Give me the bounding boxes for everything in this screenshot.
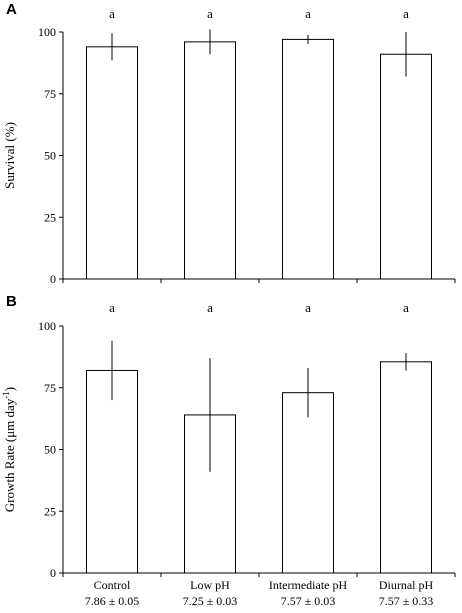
bar <box>380 53 432 280</box>
bar <box>282 392 334 574</box>
x-tick-sublabel: 7.57 ± 0.33 <box>379 594 434 608</box>
x-tick-sublabel: 7.86 ± 0.05 <box>85 594 140 608</box>
x-tick-sublabel: 7.25 ± 0.03 <box>183 594 238 608</box>
significance-label: a <box>305 300 311 315</box>
panel-label: B <box>6 293 17 310</box>
panel-label: A <box>6 1 17 18</box>
x-tick-sublabel: 7.57 ± 0.03 <box>281 594 336 608</box>
significance-label: a <box>207 6 213 21</box>
significance-label: a <box>403 6 409 21</box>
y-tick-label: 25 <box>44 210 56 224</box>
bar <box>184 41 236 280</box>
significance-label: a <box>305 6 311 21</box>
y-tick-label: 50 <box>44 149 56 163</box>
x-tick-label: Intermediate pH <box>269 578 348 592</box>
y-tick-label: 50 <box>44 443 56 457</box>
chart-panel-a: A 0 25 50 75 100 Survival (%) a a a a <box>2 1 456 286</box>
y-tick-label: 0 <box>50 566 56 580</box>
y-tick-label: 25 <box>44 504 56 518</box>
x-tick-label: Diurnal pH <box>379 578 434 592</box>
y-tick-label: 75 <box>44 381 56 395</box>
significance-label: a <box>109 300 115 315</box>
bar <box>380 361 432 574</box>
y-axis-title: Growth Rate (μm day-1) <box>1 387 17 512</box>
y-tick-label: 0 <box>50 272 56 286</box>
x-tick-label: Control <box>94 578 131 592</box>
y-tick-label: 75 <box>44 87 56 101</box>
y-axis-title: Survival (%) <box>2 122 17 189</box>
bar <box>86 46 138 280</box>
y-tick-label: 100 <box>38 25 56 39</box>
x-tick-label: Low pH <box>190 578 230 592</box>
significance-label: a <box>207 300 213 315</box>
significance-label: a <box>403 300 409 315</box>
y-tick-label: 100 <box>38 319 56 333</box>
bar <box>86 369 138 574</box>
significance-label: a <box>109 6 115 21</box>
chart-panel-b: B 0 25 50 75 100 Growth Rate (μm day-1) a a a a Con… <box>1 293 456 608</box>
bar <box>282 38 334 280</box>
